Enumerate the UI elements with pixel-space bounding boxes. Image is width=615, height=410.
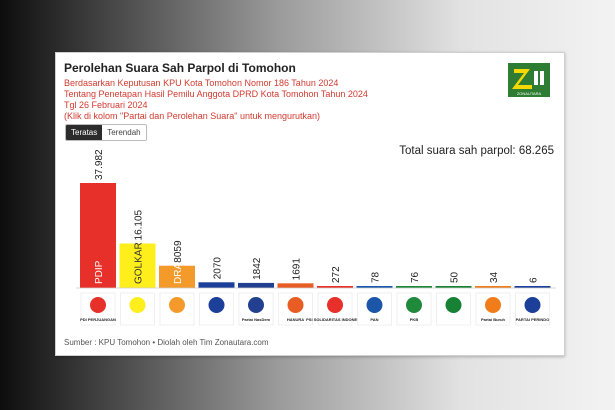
party-emblem-icon <box>327 297 343 313</box>
value-label: 50 <box>450 271 461 283</box>
value-label: 37.982 <box>94 149 105 180</box>
value-label: 2070 <box>213 257 224 280</box>
value-label: 34 <box>489 271 500 283</box>
party-logo-text: HANURA <box>287 317 304 322</box>
bar-pks <box>435 286 472 288</box>
sort-asc-button[interactable]: Terendah <box>102 125 146 140</box>
party-emblem-icon <box>366 297 383 313</box>
bar-psi <box>317 286 353 288</box>
zonautara-logo: ZONAUTARA <box>508 63 550 97</box>
subtitle-line-4: (Klik di kolom "Partai dan Perolehan Sua… <box>64 111 321 121</box>
party-logo-text: PKB <box>410 317 419 322</box>
bar-pkb <box>396 286 432 288</box>
party-emblem-icon <box>248 297 264 313</box>
party-logo-text: PDI PERJUANGAN <box>80 317 116 322</box>
inbar-label: DRA <box>173 263 184 284</box>
party-logo-text: PSI SOLIDARITAS INDONESIA <box>306 317 364 322</box>
sort-toggle: Teratas Terendah <box>65 124 147 141</box>
bar-gerindra <box>159 265 195 288</box>
bar-pdip <box>80 183 116 288</box>
source-footer: Sumber : KPU Tomohon • Diolah oleh Tim Z… <box>64 338 269 347</box>
bar-golkar <box>119 243 156 288</box>
inbar-label: GOLKAR <box>134 242 145 284</box>
bar-pan <box>356 286 393 288</box>
bar-demokrat <box>198 282 235 288</box>
party-emblem-icon <box>208 297 225 313</box>
party-emblem-icon <box>287 297 304 313</box>
total-votes-label: Total suara sah parpol: 68.265 <box>399 145 554 157</box>
party-emblem-icon <box>169 297 185 313</box>
party-logo-text: Partai NasDem <box>242 317 271 322</box>
value-label: 76 <box>410 271 421 283</box>
bar-partai-buruh <box>475 286 511 288</box>
value-label: 272 <box>331 266 342 283</box>
party-emblem-icon <box>445 297 462 313</box>
value-label: 78 <box>371 271 382 283</box>
value-label: 1842 <box>252 257 263 280</box>
logo-text: ZONAUTARA <box>517 91 542 96</box>
party-emblem-icon <box>129 297 146 313</box>
value-label: 6 <box>529 277 540 283</box>
value-label: 8059 <box>173 240 184 263</box>
bar-chart: 37.982 PDIP PDI PERJUANGAN 16.105 GOLKAR 8059… <box>76 149 556 326</box>
value-label: 16.105 <box>134 209 145 240</box>
value-label: 1691 <box>292 258 303 281</box>
subtitle-line-3: Tgl 26 Februari 2024 <box>64 100 148 110</box>
subtitle-line-1: Berdasarkan Keputusan KPU Kota Tomohon N… <box>64 78 339 88</box>
party-logo-text: PAN <box>370 317 378 322</box>
party-logo-text: Partai Buruh <box>481 317 506 322</box>
bar-nasdem <box>238 282 274 288</box>
sort-desc-button[interactable]: Teratas <box>66 125 103 140</box>
party-emblem-icon <box>524 297 541 313</box>
subtitle-line-2: Tentang Penetapan Hasil Pemilu Anggota D… <box>64 89 368 99</box>
party-emblem-icon <box>90 297 106 313</box>
chart-card: Perolehan Suara Sah Parpol di Tomohon Be… <box>55 52 565 356</box>
bar-perindo <box>514 286 551 288</box>
inbar-label: PDIP <box>94 260 105 284</box>
bar-hanura <box>277 283 314 288</box>
party-emblem-icon <box>485 297 501 313</box>
party-emblem-icon <box>406 297 422 313</box>
chart-title: Perolehan Suara Sah Parpol di Tomohon <box>64 61 296 75</box>
party-logo-text: PARTAI PERINDO <box>516 317 550 322</box>
